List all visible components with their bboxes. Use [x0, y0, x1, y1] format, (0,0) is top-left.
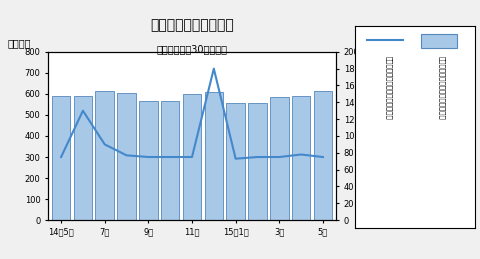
Bar: [139, 101, 157, 220]
Bar: [292, 96, 311, 220]
Text: （千円）: （千円）: [8, 38, 31, 48]
Text: 常用労働者一人平均総実労働時間: 常用労働者一人平均総実労働時間: [385, 56, 392, 120]
Text: 常用労働者一人平均総実労働賃金: 常用労働者一人平均総実労働賃金: [438, 56, 445, 120]
Bar: [52, 96, 71, 220]
Bar: [270, 97, 288, 220]
Bar: [313, 91, 332, 220]
Text: （時間）: （時間）: [399, 38, 423, 48]
Text: （事業所規樨30人以上）: （事業所規樨30人以上）: [156, 44, 228, 54]
Bar: [227, 103, 245, 220]
FancyBboxPatch shape: [421, 34, 457, 48]
Bar: [248, 103, 267, 220]
Bar: [96, 91, 114, 220]
Bar: [204, 92, 223, 220]
Text: 賃金と労働時間の推移: 賃金と労働時間の推移: [150, 18, 234, 32]
Bar: [161, 101, 180, 220]
Bar: [117, 93, 136, 220]
Bar: [183, 94, 201, 220]
Bar: [73, 96, 92, 220]
